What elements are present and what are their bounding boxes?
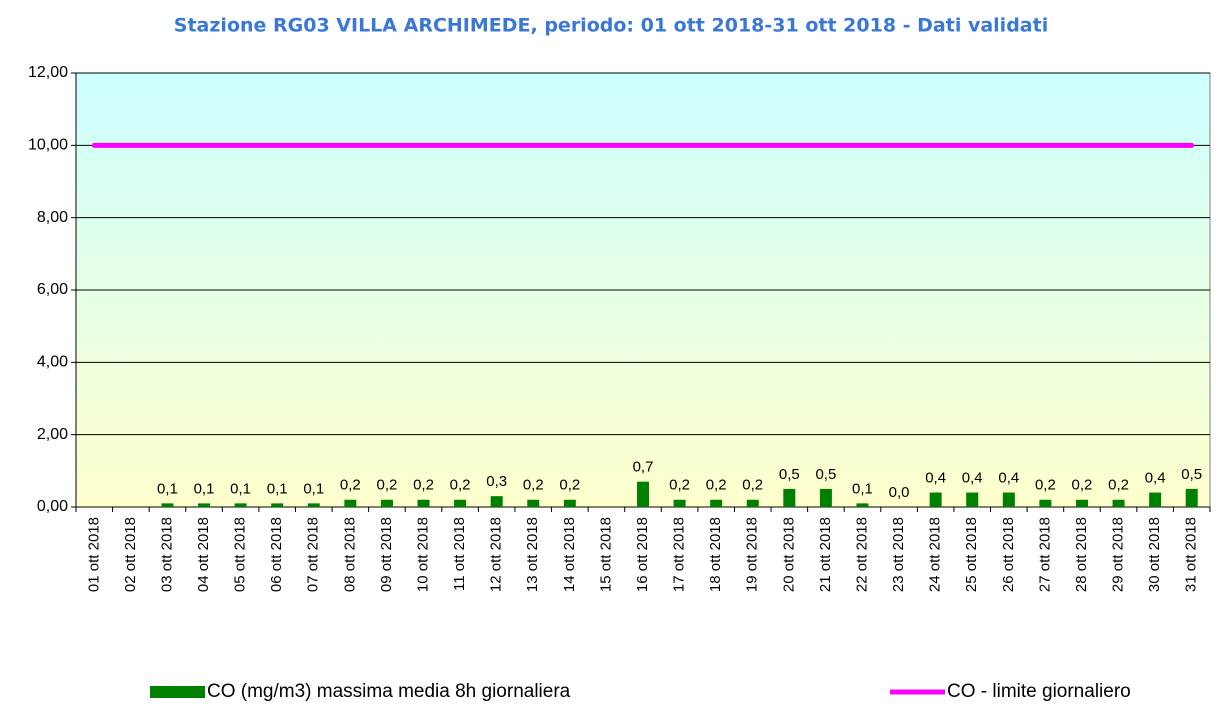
bar	[966, 492, 979, 507]
bar	[417, 499, 430, 507]
data-label: 0,4	[998, 470, 1019, 487]
bar	[490, 496, 503, 507]
data-label: 0,1	[267, 480, 288, 497]
x-tick-label: 20 ott 2018	[780, 517, 797, 592]
data-label: 0,2	[413, 477, 434, 494]
x-tick-label: 22 ott 2018	[853, 517, 870, 592]
x-tick-label: 25 ott 2018	[963, 517, 980, 592]
y-tick-label: 2,00	[37, 426, 68, 443]
data-label: 0,1	[852, 480, 873, 497]
bar	[198, 503, 211, 507]
data-label: 0,1	[194, 480, 215, 497]
data-label: 0,1	[303, 480, 324, 497]
x-tick-label: 24 ott 2018	[927, 517, 944, 592]
bar	[1002, 492, 1015, 507]
bar	[637, 481, 649, 507]
data-label: 0,2	[1072, 477, 1093, 494]
data-label: 0,2	[559, 477, 580, 494]
data-label: 0,2	[340, 477, 361, 494]
x-tick-label: 10 ott 2018	[414, 517, 431, 592]
bar	[271, 503, 284, 507]
data-label: 0,2	[1035, 477, 1056, 494]
data-label: 0,5	[1181, 466, 1202, 483]
x-tick-label: 27 ott 2018	[1036, 517, 1053, 592]
data-label: 0,2	[742, 477, 763, 494]
x-tick-label: 30 ott 2018	[1146, 517, 1163, 592]
bar	[380, 499, 393, 507]
bar	[746, 499, 759, 507]
bar	[929, 492, 942, 507]
x-tick-label: 06 ott 2018	[268, 517, 285, 592]
bar	[1149, 492, 1162, 507]
x-tick-label: 23 ott 2018	[890, 517, 907, 592]
bar	[454, 499, 467, 507]
bar	[527, 499, 540, 507]
data-label: 0,3	[486, 473, 507, 490]
x-tick-label: 14 ott 2018	[561, 517, 578, 592]
bar	[344, 499, 357, 507]
bar	[234, 503, 247, 507]
x-tick-label: 29 ott 2018	[1110, 517, 1127, 592]
data-label: 0,0	[889, 484, 910, 501]
x-tick-label: 13 ott 2018	[524, 517, 541, 592]
data-label: 0,2	[1108, 477, 1129, 494]
x-tick-label: 11 ott 2018	[451, 517, 468, 591]
x-tick-label: 28 ott 2018	[1073, 517, 1090, 592]
y-tick-label: 8,00	[37, 209, 68, 226]
bar	[856, 503, 869, 507]
legend-swatch	[150, 686, 205, 698]
y-tick-label: 4,00	[37, 354, 68, 371]
x-tick-label: 08 ott 2018	[341, 517, 358, 592]
data-label: 0,2	[669, 477, 690, 494]
y-tick-label: 10,00	[28, 137, 68, 154]
data-label: 0,5	[779, 466, 800, 483]
data-label: 0,1	[157, 480, 178, 497]
bar	[307, 503, 320, 507]
x-tick-label: 21 ott 2018	[817, 517, 834, 592]
bar	[1185, 488, 1198, 507]
x-tick-label: 12 ott 2018	[488, 517, 505, 592]
legend-label: CO - limite giornaliero	[947, 681, 1131, 702]
bar	[1112, 499, 1125, 507]
data-label: 0,2	[377, 477, 398, 494]
data-label: 0,2	[706, 477, 727, 494]
data-label: 0,7	[633, 459, 654, 476]
y-tick-label: 6,00	[37, 281, 68, 298]
x-tick-label: 15 ott 2018	[597, 517, 614, 592]
x-tick-label: 09 ott 2018	[378, 517, 395, 592]
bar	[1075, 499, 1088, 507]
bar	[819, 488, 832, 507]
data-label: 0,5	[815, 466, 836, 483]
y-tick-label: 0,00	[37, 498, 68, 515]
data-label: 0,2	[450, 477, 471, 494]
data-label: 0,1	[230, 480, 251, 497]
x-tick-label: 02 ott 2018	[122, 517, 139, 592]
x-tick-label: 04 ott 2018	[195, 517, 212, 592]
bar	[783, 488, 796, 507]
data-label: 0,4	[962, 470, 983, 487]
x-tick-label: 05 ott 2018	[232, 517, 249, 592]
y-tick-label: 12,00	[28, 64, 68, 81]
legend-label: CO (mg/m3) massima media 8h giornaliera	[207, 681, 571, 702]
x-tick-label: 19 ott 2018	[744, 517, 761, 592]
x-tick-label: 16 ott 2018	[634, 517, 651, 592]
bar	[161, 503, 174, 507]
data-label: 0,2	[523, 477, 544, 494]
data-label: 0,4	[1145, 470, 1166, 487]
chart-title: Stazione RG03 VILLA ARCHIMEDE, periodo: …	[174, 15, 1048, 37]
x-tick-label: 17 ott 2018	[671, 517, 688, 592]
bar	[673, 499, 686, 507]
x-tick-label: 07 ott 2018	[305, 517, 322, 592]
x-tick-label: 18 ott 2018	[707, 517, 724, 592]
x-tick-label: 31 ott 2018	[1183, 517, 1200, 592]
data-label: 0,4	[925, 470, 946, 487]
bar	[563, 499, 576, 507]
x-tick-label: 26 ott 2018	[1000, 517, 1017, 592]
x-tick-label: 01 ott 2018	[85, 517, 102, 592]
bar	[710, 499, 723, 507]
bar	[1039, 499, 1052, 507]
x-tick-label: 03 ott 2018	[158, 517, 175, 592]
